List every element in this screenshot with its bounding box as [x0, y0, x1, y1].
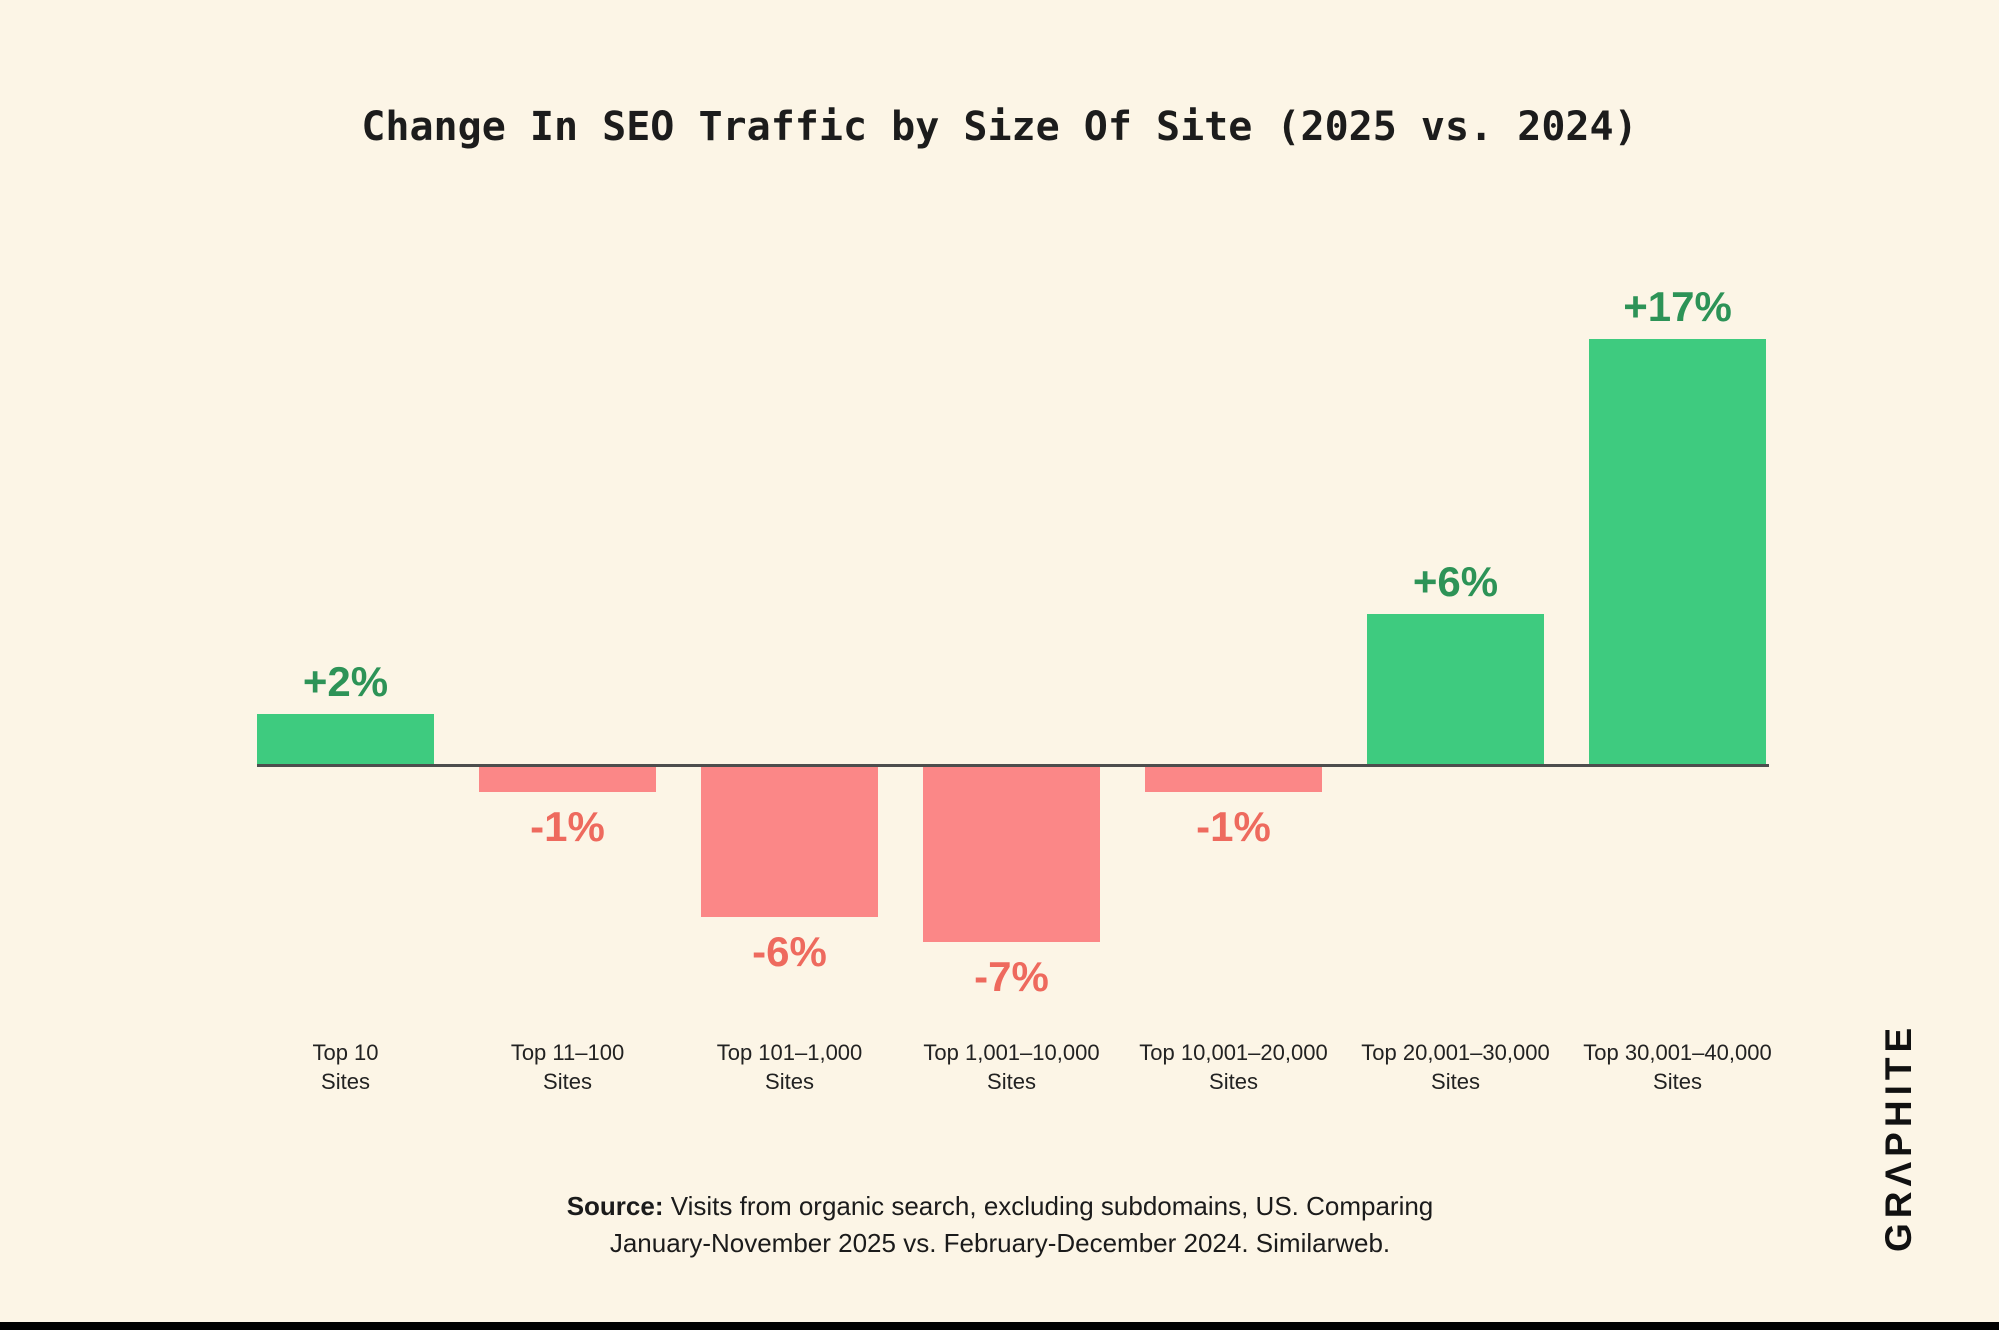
category-label-5: Top 10,001–20,000 Sites	[1139, 1040, 1328, 1094]
category-label-2: Top 11–100 Sites	[510, 1040, 625, 1094]
source-note: Source: Visits from organic search, excl…	[300, 1188, 1700, 1262]
chart-title: Change In SEO Traffic by Size Of Site (2…	[361, 104, 1638, 150]
bar-1	[257, 714, 434, 764]
source-line2: January-November 2025 vs. February-Decem…	[609, 1228, 1391, 1258]
value-label-3: -6%	[752, 928, 827, 975]
bottom-black-strip	[0, 1322, 1999, 1330]
bar-7	[1589, 339, 1766, 764]
value-label-2: -1%	[530, 803, 605, 850]
source-note-text: Source: Visits from organic search, excl…	[567, 1191, 1434, 1258]
zero-axis-line	[257, 764, 1769, 767]
category-label-7: Top 30,001–40,000 Sites	[1583, 1040, 1772, 1094]
value-label-7: +17%	[1623, 283, 1732, 330]
source-label: Source:	[566, 1191, 664, 1221]
graphite-logo: GRΛPHITE	[1878, 1022, 1919, 1253]
bar-5	[1145, 767, 1322, 792]
category-label-6: Top 20,001–30,000 Sites	[1361, 1040, 1550, 1094]
category-label-1: Top 10 Sites	[312, 1040, 379, 1094]
value-label-4: -7%	[974, 953, 1049, 1000]
bar-3	[701, 767, 878, 917]
value-label-1: +2%	[302, 658, 389, 705]
value-label-6: +6%	[1412, 558, 1499, 605]
bar-2	[479, 767, 656, 792]
source-line1: Visits from organic search, excluding su…	[663, 1191, 1434, 1221]
bar-6	[1367, 614, 1544, 764]
value-label-5: -1%	[1196, 803, 1271, 850]
category-label-3: Top 101–1,000 Sites	[716, 1040, 863, 1094]
category-label-4: Top 1,001–10,000 Sites	[923, 1040, 1100, 1094]
bar-4	[923, 767, 1100, 942]
